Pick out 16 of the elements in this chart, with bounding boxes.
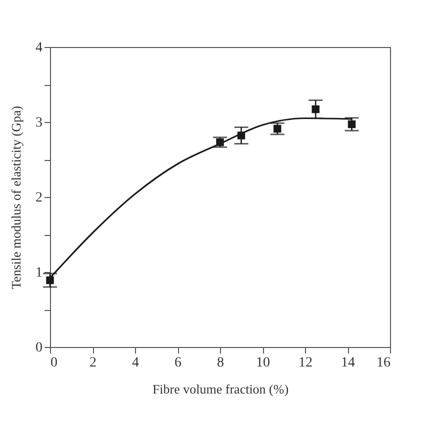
- x-tick-label: 6: [174, 356, 182, 370]
- x-tick-label: 16: [376, 356, 390, 370]
- x-tick-label: 10: [256, 356, 270, 370]
- x-tick-label: 4: [132, 356, 139, 370]
- y-tick-label: 0: [36, 340, 42, 356]
- x-tick-label: 2: [90, 356, 96, 370]
- y-tick-label: 3: [36, 116, 42, 130]
- x-tick-label: 0: [50, 356, 58, 370]
- x-tick-label: 14: [341, 356, 355, 370]
- x-tick-label: 12: [298, 356, 312, 370]
- y-tick-label: 4: [36, 40, 42, 56]
- y-tick-label: 2: [36, 190, 42, 206]
- x-tick-label: 8: [217, 356, 224, 370]
- y-axis-title: Tensile modulus of elasticity (Gpa): [8, 106, 24, 290]
- y-tick-label: 1: [36, 266, 42, 280]
- x-axis-title: Fibre volume fraction (%): [152, 382, 289, 396]
